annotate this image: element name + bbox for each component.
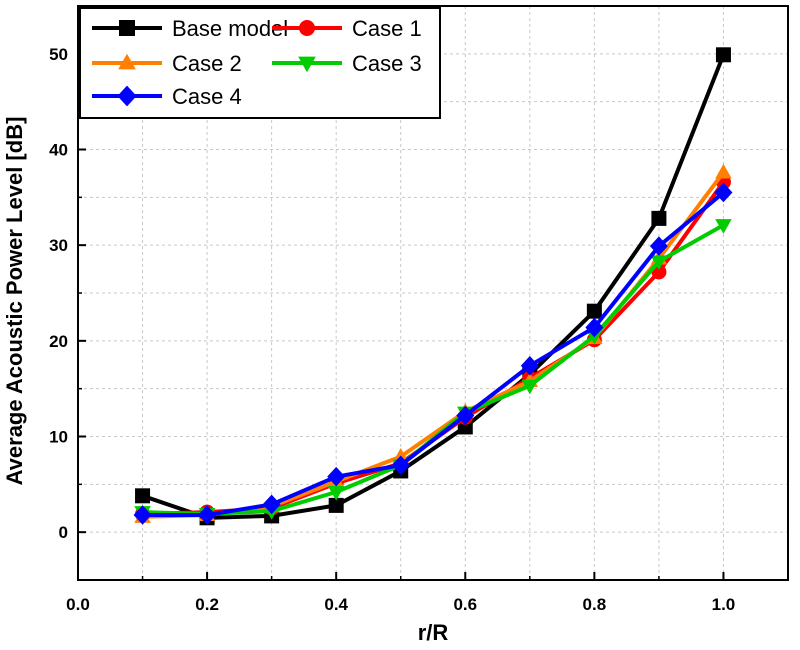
x-tick-label: 1.0 (712, 595, 736, 614)
y-tick-label: 50 (49, 45, 68, 64)
data-point (391, 455, 410, 475)
y-tick-label: 30 (49, 236, 68, 255)
axis-ticks: 0.0 0.2 0.4 0.6 0.8 1.0 0 10 20 30 40 50 (49, 45, 789, 614)
legend-label: Case 2 (172, 51, 242, 76)
legend-label: Case 4 (172, 84, 242, 109)
data-point (328, 497, 344, 513)
legend: Base model Case 1 Case 2 Case 3 Case 4 (79, 7, 441, 119)
legend-label: Base model (172, 16, 288, 41)
data-point (715, 219, 732, 234)
y-tick-label: 0 (59, 523, 68, 542)
legend-marker (118, 53, 136, 70)
data-point (327, 466, 346, 487)
legend-label: Case 3 (352, 51, 422, 76)
data-point (586, 303, 602, 319)
data-point (715, 47, 731, 63)
legend-item: Case 1 (272, 16, 422, 41)
x-tick-label: 0.0 (66, 595, 90, 614)
legend-item: Case 4 (92, 84, 242, 109)
x-tick-label: 0.2 (195, 595, 219, 614)
series-group (133, 47, 733, 526)
data-point (327, 485, 345, 501)
legend-marker (298, 56, 316, 73)
legend-item: Base model (92, 16, 288, 41)
data-point (586, 330, 603, 345)
series-line (142, 191, 725, 517)
data-point (392, 447, 409, 463)
data-point (520, 355, 539, 376)
data-point (135, 488, 151, 504)
legend-marker (117, 85, 137, 107)
y-axis-title: Average Acoustic Power Level [dB] (2, 117, 27, 486)
legend-marker (299, 20, 315, 36)
data-point (585, 317, 604, 338)
data-point (650, 255, 668, 271)
legend-marker (119, 20, 135, 36)
x-tick-label: 0.4 (324, 595, 348, 614)
data-point (262, 494, 281, 515)
data-point (133, 505, 152, 525)
y-tick-label: 10 (49, 428, 68, 447)
data-point (714, 182, 733, 203)
data-point (651, 210, 667, 226)
legend-item: Case 2 (92, 51, 242, 76)
x-tick-label: 0.6 (453, 595, 477, 614)
data-point (456, 405, 475, 426)
x-tick-label: 0.8 (583, 595, 607, 614)
data-point (521, 379, 539, 395)
series-line (141, 54, 726, 520)
data-point (715, 163, 732, 179)
data-point (198, 505, 217, 525)
x-axis-title: r/R (418, 620, 449, 645)
legend-item: Case 3 (272, 51, 422, 76)
y-tick-label: 20 (49, 332, 68, 351)
series-case-4 (133, 182, 733, 525)
data-point (649, 236, 668, 256)
legend-label: Case 1 (352, 16, 422, 41)
y-tick-label: 40 (49, 141, 68, 160)
